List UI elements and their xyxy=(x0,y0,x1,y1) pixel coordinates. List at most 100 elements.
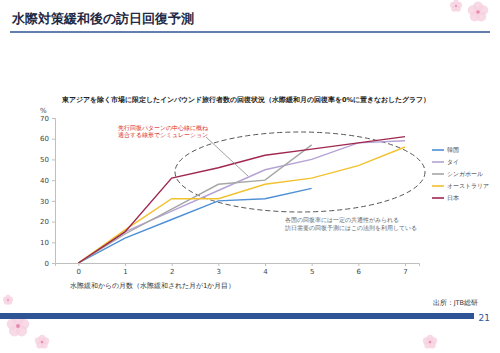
y-tick: 60 xyxy=(40,135,55,143)
blossom-center xyxy=(41,341,44,344)
series-line xyxy=(78,141,405,263)
blossom-petal xyxy=(7,319,18,330)
source: 出所：JTB総研 xyxy=(433,299,478,307)
y-tick-mark xyxy=(52,118,55,119)
x-tick: 1 xyxy=(123,263,127,276)
x-tick-label: 3 xyxy=(217,268,221,276)
blossom-petal xyxy=(35,337,42,344)
legend: 韓国タイシンガポールオーストラリア日本 xyxy=(432,146,489,201)
y-tick-label: 70 xyxy=(40,115,49,123)
x-axis-line xyxy=(56,264,420,267)
x-tick-mark xyxy=(265,263,266,266)
y-tick-mark xyxy=(52,263,55,264)
x-tick: 6 xyxy=(357,263,362,276)
series-line xyxy=(78,145,311,263)
y-tick-mark xyxy=(52,139,55,140)
series-line xyxy=(78,137,405,263)
slide: 水際対策緩和後の訪日回復予測21出所：JTB総研東アジアを除く市場に限定したイン… xyxy=(0,0,500,353)
x-tick-mark xyxy=(218,263,219,266)
series-line xyxy=(78,188,311,263)
footer-bar xyxy=(0,313,474,319)
annotation: 各国の回復率には一定の共通性がみられる訪日需要の回復予測にはこの法則を利用してい… xyxy=(285,216,417,231)
y-tick-mark xyxy=(52,242,55,243)
annotation-leader xyxy=(206,137,248,176)
x-tick-mark xyxy=(358,263,359,266)
blossom-petal xyxy=(468,5,478,15)
blossom-petal xyxy=(450,2,456,8)
x-tick-label: 2 xyxy=(170,268,174,276)
y-tick-mark xyxy=(52,201,55,202)
legend-label: オーストラリア xyxy=(447,182,489,189)
x-tick-label: 4 xyxy=(263,268,268,276)
x-tick: 5 xyxy=(310,263,314,276)
x-tick: 2 xyxy=(170,263,174,276)
blossom-decoration xyxy=(423,335,437,349)
y-tick-mark xyxy=(52,222,55,223)
y-axis-line xyxy=(52,119,56,264)
legend-label: 韓国 xyxy=(447,146,459,153)
blossom-center xyxy=(455,5,457,7)
x-tick: 3 xyxy=(217,263,221,276)
annotation: 先行回復パターンの中心線に概ね適合する線形でシミュレーション xyxy=(118,124,209,139)
x-tick-mark xyxy=(172,263,173,266)
x-tick: 0 xyxy=(77,263,81,276)
annotation-line: 各国の回復率には一定の共通性がみられる xyxy=(285,216,399,223)
x-tick-label: 1 xyxy=(123,268,127,276)
legend-swatch xyxy=(432,173,444,175)
blossom-decoration xyxy=(3,295,13,305)
y-tick: 0 xyxy=(45,260,55,268)
blossom-decoration xyxy=(35,335,49,349)
y-tick: 70 xyxy=(40,115,55,123)
blossom-center xyxy=(16,324,20,328)
blossom-decoration xyxy=(450,0,462,12)
y-tick: 10 xyxy=(40,239,55,247)
y-tick-label: 60 xyxy=(40,135,49,143)
y-axis: 0 10 20 30 40 50 60 70 xyxy=(40,115,55,268)
plot-lines xyxy=(78,137,405,263)
legend-swatch xyxy=(432,197,444,199)
legend-label: シンガポール xyxy=(447,170,483,177)
y-tick-label: 50 xyxy=(40,156,49,164)
y-tick: 50 xyxy=(40,156,55,164)
x-tick: 7 xyxy=(403,263,407,276)
x-tick-mark xyxy=(312,263,313,266)
page-number: 21 xyxy=(479,313,490,323)
highlight-ellipse xyxy=(175,132,425,212)
y-tick-label: 0 xyxy=(45,260,49,268)
blossom-petal xyxy=(423,337,430,344)
x-tick-label: 6 xyxy=(357,268,362,276)
x-tick-label: 7 xyxy=(403,268,407,276)
legend-swatch xyxy=(432,149,444,151)
y-tick-mark xyxy=(52,180,55,181)
y-tick: 40 xyxy=(40,177,55,185)
blossom-center xyxy=(7,299,9,301)
y-tick: 30 xyxy=(40,198,55,206)
y-tick-label: 20 xyxy=(40,218,49,226)
legend-label: タイ xyxy=(447,158,459,165)
x-tick-mark xyxy=(78,263,79,266)
title: 水際対策緩和後の訪日回復予測 xyxy=(11,11,194,26)
y-tick-mark xyxy=(52,159,55,160)
blossom-petal xyxy=(3,297,8,302)
y-tick-label: 40 xyxy=(40,177,49,185)
y-tick-label: 30 xyxy=(40,198,49,206)
blossom-decoration xyxy=(468,2,488,22)
annotation-line: 訪日需要の回復予測にはこの法則を利用している xyxy=(285,224,417,231)
subtitle: 東アジアを除く市場に限定したインバウンド旅行者数の回復状況（水際緩和月の回復率を… xyxy=(61,95,430,104)
x-axis-title: 水際緩和からの月数（水際緩和された月が1か月目） xyxy=(70,282,235,290)
annotation-line: 適合する線形でシミュレーション xyxy=(118,131,208,139)
x-tick-label: 0 xyxy=(77,268,81,276)
y-tick: 20 xyxy=(40,218,55,226)
x-axis: 0 1 2 3 4 5 6 7 xyxy=(56,263,420,276)
x-tick: 4 xyxy=(263,263,268,276)
blossom-center xyxy=(476,10,480,14)
legend-label: 日本 xyxy=(447,194,459,201)
y-tick-label: 10 xyxy=(40,239,49,247)
x-tick-mark xyxy=(125,263,126,266)
legend-swatch xyxy=(432,161,444,163)
x-tick-mark xyxy=(405,263,406,266)
x-tick-label: 5 xyxy=(310,268,314,276)
title-rule xyxy=(10,31,490,33)
annotation-line: 先行回復パターンの中心線に概ね xyxy=(118,124,209,131)
legend-swatch xyxy=(432,185,444,187)
